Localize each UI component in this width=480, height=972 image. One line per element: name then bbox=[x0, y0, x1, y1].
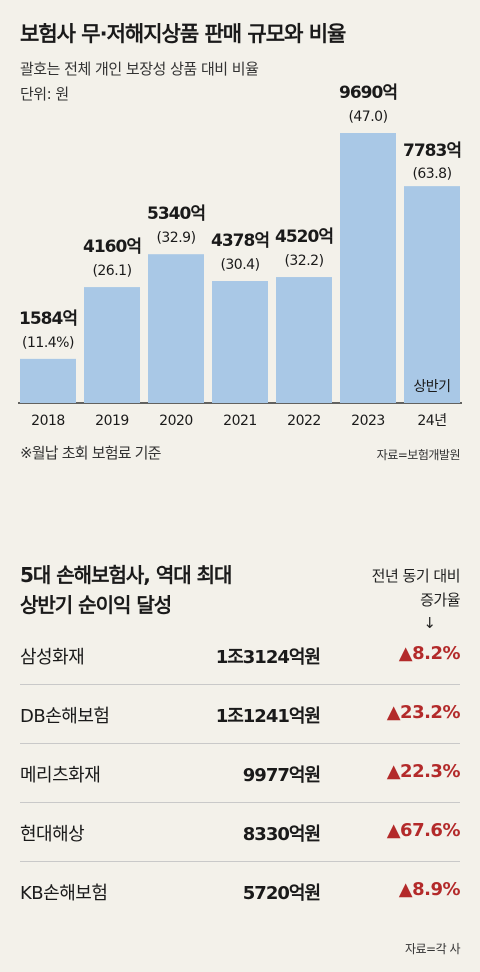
bar-value-label: 4160억 bbox=[83, 237, 141, 257]
bar-2022 bbox=[276, 277, 332, 403]
bar-2020 bbox=[148, 254, 204, 403]
bar-2023 bbox=[340, 133, 396, 403]
chart-source: 자료=보험개발원 bbox=[376, 448, 461, 462]
bar-value-label: 4520억 bbox=[275, 227, 333, 247]
table-title-line1: 5대 손해보험사, 역대 최대 bbox=[20, 563, 232, 587]
bar-percent-label: (63.8) bbox=[412, 166, 451, 182]
bar-percent-label: (26.1) bbox=[92, 263, 131, 279]
table-source: 자료=각 사 bbox=[404, 942, 461, 956]
chart-footnote: ※월납 초회 보험료 기준 bbox=[20, 444, 161, 462]
net-profit: 8330억원 bbox=[242, 824, 321, 845]
growth-rate: ▲67.6% bbox=[386, 820, 461, 841]
growth-rate: ▲22.3% bbox=[386, 761, 461, 782]
bar-value-label: 5340억 bbox=[147, 204, 205, 224]
x-tick-label: 2022 bbox=[287, 413, 321, 429]
net-profit: 5720억원 bbox=[242, 883, 321, 904]
bar-24년 bbox=[404, 186, 460, 403]
growth-rate: ▲23.2% bbox=[386, 702, 461, 723]
x-tick-label: 24년 bbox=[417, 413, 446, 429]
bar-percent-label: (30.4) bbox=[220, 257, 259, 273]
bar-percent-label: (32.2) bbox=[284, 253, 323, 269]
table-row: KB손해보험 5720억원 ▲8.9% bbox=[20, 862, 461, 920]
x-tick-label: 2018 bbox=[31, 413, 65, 429]
bar-percent-label: (32.9) bbox=[156, 230, 195, 246]
company-name: 현대해상 bbox=[20, 824, 85, 845]
bar-value-label: 4378억 bbox=[211, 231, 269, 251]
table-row: 메리츠화재 9977억원 ▲22.3% bbox=[20, 744, 461, 803]
x-tick-label: 2020 bbox=[159, 413, 193, 429]
table-row: DB손해보험 1조1241억원 ▲23.2% bbox=[20, 685, 461, 744]
bar-value-label: 1584억 bbox=[19, 309, 77, 329]
chart-title: 보험사 무·저해지상품 판매 규모와 비율 bbox=[20, 22, 346, 46]
chart-unit: 단위: 원 bbox=[20, 85, 69, 103]
down-arrow-icon: ↓ bbox=[423, 614, 436, 632]
x-tick-label: 2021 bbox=[223, 413, 257, 429]
table-title-line2: 상반기 순이익 달성 bbox=[20, 593, 172, 617]
growth-column-header: 전년 동기 대비 증가율 bbox=[320, 564, 461, 612]
bar-annotation: 상반기 bbox=[413, 379, 450, 395]
chart-subtitle: 괄호는 전체 개인 보장성 상품 대비 비율 bbox=[20, 60, 259, 78]
net-profit: 1조1241억원 bbox=[215, 706, 321, 727]
x-tick-label: 2023 bbox=[351, 413, 385, 429]
net-profit: 1조3124억원 bbox=[215, 647, 321, 668]
company-name: 메리츠화재 bbox=[20, 765, 101, 786]
company-name: DB손해보험 bbox=[20, 706, 110, 727]
x-tick-label: 2019 bbox=[95, 413, 129, 429]
company-name: 삼성화재 bbox=[20, 647, 85, 668]
growth-rate: ▲8.2% bbox=[398, 643, 461, 664]
growth-header-line1: 전년 동기 대비 bbox=[371, 567, 461, 585]
growth-rate: ▲8.9% bbox=[398, 879, 461, 900]
bar-percent-label: (11.4%) bbox=[22, 335, 74, 351]
net-profit: 9977억원 bbox=[242, 765, 321, 786]
bar-chart: 1584억 (11.4%) 2018 4160억 (26.1) 2019 5340억 (32.… bbox=[18, 83, 462, 429]
company-name: KB손해보험 bbox=[20, 883, 108, 904]
profit-table: 삼성화재 1조3124억원 ▲8.2% DB손해보험 1조1241억원 ▲23.2% 메리츠… bbox=[20, 626, 461, 920]
growth-header-line2: 증가율 bbox=[420, 591, 460, 609]
table-title: 5대 손해보험사, 역대 최대 상반기 순이익 달성 bbox=[20, 560, 232, 620]
bar-2018 bbox=[20, 358, 76, 403]
table-row: 현대해상 8330억원 ▲67.6% bbox=[20, 803, 461, 862]
bar-2021 bbox=[212, 281, 268, 403]
table-row: 삼성화재 1조3124억원 ▲8.2% bbox=[20, 626, 461, 685]
bar-value-label: 7783억 bbox=[403, 141, 461, 161]
bar-percent-label: (47.0) bbox=[348, 109, 387, 125]
bar-value-label: 9690억 bbox=[339, 83, 397, 103]
bar-2019 bbox=[84, 287, 140, 403]
